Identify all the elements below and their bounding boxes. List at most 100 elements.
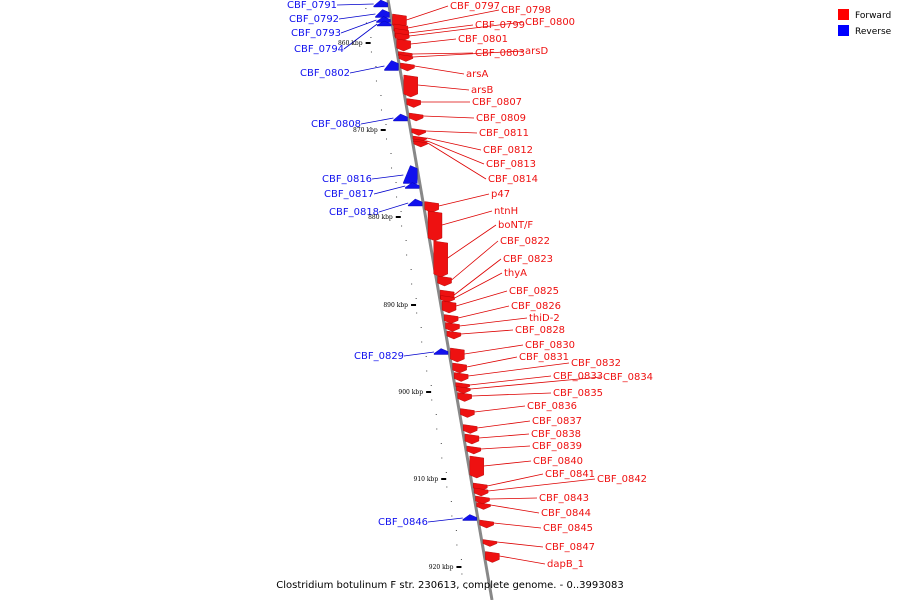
forward-gene-feature-CBF_0801[interactable] <box>396 38 411 52</box>
forward-gene-feature-dapB_1[interactable] <box>485 551 500 563</box>
gene-label-thiD-2[interactable]: thiD-2 <box>529 313 560 324</box>
gene-label-CBF_0840[interactable]: CBF_0840 <box>533 456 583 467</box>
forward-gene-feature-CBF_0842[interactable] <box>473 487 489 497</box>
forward-gene-feature-CBF_0847[interactable] <box>482 539 498 547</box>
gene-label-CBF_0818[interactable]: CBF_0818 <box>329 207 379 218</box>
gene-label-CBF_0833[interactable]: CBF_0833 <box>553 371 603 382</box>
forward-gene-feature-thyA[interactable] <box>440 295 455 303</box>
gene-label-CBF_0843[interactable]: CBF_0843 <box>539 493 589 504</box>
gene-label-CBF_0832[interactable]: CBF_0832 <box>571 358 621 369</box>
reverse-gene-feature-CBF_0808[interactable] <box>393 113 408 122</box>
gene-label-CBF_0823[interactable]: CBF_0823 <box>503 254 553 265</box>
forward-gene-feature-CBF_0822[interactable] <box>437 275 452 287</box>
forward-gene-feature-arsA[interactable] <box>400 62 415 72</box>
gene-label-CBF_0845[interactable]: CBF_0845 <box>543 523 593 534</box>
gene-label-CBF_0846[interactable]: CBF_0846 <box>378 517 428 528</box>
forward-gene-feature-ntnH[interactable] <box>427 210 443 242</box>
gene-label-CBF_0837[interactable]: CBF_0837 <box>532 416 582 427</box>
forward-gene-feature-CBF_0837[interactable] <box>462 424 478 434</box>
forward-gene-feature-CBF_0834[interactable] <box>456 386 471 394</box>
gene-label-CBF_0836[interactable]: CBF_0836 <box>527 401 577 412</box>
gene-label-CBF_0798[interactable]: CBF_0798 <box>501 5 551 16</box>
forward-gene-feature-CBF_0843[interactable] <box>475 495 490 505</box>
gene-label-CBF_0829[interactable]: CBF_0829 <box>354 351 404 362</box>
gene-label-CBF_0799[interactable]: CBF_0799 <box>475 20 525 31</box>
forward-gene-feature-CBF_0825[interactable] <box>441 300 457 314</box>
gene-label-CBF_0792[interactable]: CBF_0792 <box>289 14 339 25</box>
gene-label-CBF_0825[interactable]: CBF_0825 <box>509 286 559 297</box>
gene-label-CBF_0793[interactable]: CBF_0793 <box>291 28 341 39</box>
gene-label-CBF_0834[interactable]: CBF_0834 <box>603 372 653 383</box>
gene-label-CBF_0816[interactable]: CBF_0816 <box>322 174 372 185</box>
forward-gene-feature-CBF_0830[interactable] <box>450 347 465 363</box>
forward-gene-feature-thiD-2[interactable] <box>445 322 460 332</box>
forward-gene-feature-CBF_0831[interactable] <box>452 362 467 374</box>
reverse-gene-feature-CBF_0791[interactable] <box>373 0 388 8</box>
gene-label-CBF_0847[interactable]: CBF_0847 <box>545 542 595 553</box>
gene-label-boNT-F[interactable]: boNT/F <box>498 220 533 231</box>
gene-label-CBF_0801[interactable]: CBF_0801 <box>458 34 508 45</box>
gene-label-CBF_0828[interactable]: CBF_0828 <box>515 325 565 336</box>
forward-gene-feature-CBF_0828[interactable] <box>446 330 462 340</box>
reverse-gene-feature-CBF_0816[interactable] <box>403 165 418 184</box>
reverse-gene-feature-CBF_0792[interactable] <box>375 9 390 18</box>
gene-label-arsD[interactable]: arsD <box>525 46 548 57</box>
forward-gene-feature-CBF_0826[interactable] <box>443 314 459 324</box>
reverse-gene-feature-CBF_0793[interactable] <box>376 16 391 23</box>
gene-label-arsA[interactable]: arsA <box>466 69 488 80</box>
gene-label-CBF_0807[interactable]: CBF_0807 <box>472 97 522 108</box>
gene-label-CBF_0842[interactable]: CBF_0842 <box>597 474 647 485</box>
gene-label-thyA[interactable]: thyA <box>504 268 527 279</box>
forward-gene-feature-CBF_0844[interactable] <box>476 502 491 510</box>
forward-gene-feature-arsD[interactable] <box>398 54 414 62</box>
gene-label-CBF_0830[interactable]: CBF_0830 <box>525 340 575 351</box>
gene-label-CBF_0797[interactable]: CBF_0797 <box>450 1 500 12</box>
gene-label-CBF_0794[interactable]: CBF_0794 <box>294 44 344 55</box>
reverse-gene-feature-CBF_0846[interactable] <box>462 514 477 521</box>
gene-label-ntnH[interactable]: ntnH <box>494 206 518 217</box>
forward-gene-feature-boNT-F[interactable] <box>433 240 448 278</box>
reverse-gene-feature-CBF_0818[interactable] <box>407 198 423 207</box>
gene-label-CBF_0835[interactable]: CBF_0835 <box>553 388 603 399</box>
forward-gene-feature-CBF_0800[interactable] <box>395 32 410 42</box>
forward-gene-feature-CBF_0838[interactable] <box>464 433 480 445</box>
reverse-gene-feature-CBF_0817[interactable] <box>405 182 420 189</box>
forward-gene-feature-CBF_0836[interactable] <box>460 408 475 418</box>
gene-label-CBF_0838[interactable]: CBF_0838 <box>531 429 581 440</box>
reverse-gene-feature-CBF_0794[interactable] <box>376 20 392 27</box>
forward-gene-feature-CBF_0814[interactable] <box>413 140 428 148</box>
gene-label-CBF_0831[interactable]: CBF_0831 <box>519 352 569 363</box>
forward-gene-feature-CBF_0809[interactable] <box>408 112 424 122</box>
gene-label-p47[interactable]: p47 <box>491 189 510 200</box>
gene-label-CBF_0817[interactable]: CBF_0817 <box>324 189 374 200</box>
gene-label-CBF_0844[interactable]: CBF_0844 <box>541 508 591 519</box>
gene-label-arsB[interactable]: arsB <box>471 85 493 96</box>
gene-label-CBF_0812[interactable]: CBF_0812 <box>483 145 533 156</box>
reverse-gene-feature-CBF_0802[interactable] <box>384 60 399 71</box>
gene-label-CBF_0839[interactable]: CBF_0839 <box>532 441 582 452</box>
reverse-gene-feature-CBF_0829[interactable] <box>433 348 449 355</box>
forward-gene-feature-CBF_0835[interactable] <box>457 392 472 402</box>
gene-label-dapB_1[interactable]: dapB_1 <box>547 559 584 570</box>
forward-gene-feature-CBF_0840[interactable] <box>469 455 484 479</box>
forward-gene-feature-CBF_0839[interactable] <box>466 445 482 455</box>
gene-label-CBF_0803[interactable]: CBF_0803 <box>475 48 525 59</box>
gene-label-CBF_0791[interactable]: CBF_0791 <box>287 0 337 11</box>
gene-label-CBF_0808[interactable]: CBF_0808 <box>311 119 361 130</box>
gene-label-CBF_0826[interactable]: CBF_0826 <box>511 301 561 312</box>
forward-gene-feature-arsB[interactable] <box>403 74 418 98</box>
gene-label-CBF_0813[interactable]: CBF_0813 <box>486 159 536 170</box>
gene-label-CBF_0814[interactable]: CBF_0814 <box>488 174 538 185</box>
gene-leader-line <box>349 65 385 74</box>
forward-gene-feature-CBF_0832[interactable] <box>453 372 469 382</box>
forward-gene-feature-CBF_0811[interactable] <box>411 128 426 136</box>
gene-label-CBF_0822[interactable]: CBF_0822 <box>500 236 550 247</box>
gene-label-CBF_0800[interactable]: CBF_0800 <box>525 17 575 28</box>
gene-label-CBF_0841[interactable]: CBF_0841 <box>545 469 595 480</box>
gene-label-CBF_0811[interactable]: CBF_0811 <box>479 128 529 139</box>
forward-gene-feature-CBF_0807[interactable] <box>406 98 421 108</box>
gene-label-CBF_0809[interactable]: CBF_0809 <box>476 113 526 124</box>
gene-label-CBF_0802[interactable]: CBF_0802 <box>300 68 350 79</box>
forward-gene-feature-p47[interactable] <box>424 201 439 213</box>
forward-gene-feature-CBF_0845[interactable] <box>479 519 494 529</box>
